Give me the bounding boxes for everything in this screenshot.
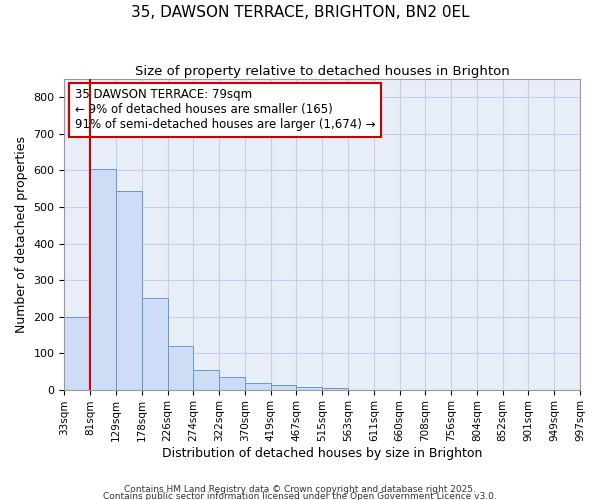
Y-axis label: Number of detached properties: Number of detached properties bbox=[15, 136, 28, 333]
X-axis label: Distribution of detached houses by size in Brighton: Distribution of detached houses by size … bbox=[162, 447, 482, 460]
Bar bbox=[90, 168, 116, 390]
Bar bbox=[245, 383, 271, 390]
Bar bbox=[64, 316, 90, 390]
Text: Contains HM Land Registry data © Crown copyright and database right 2025.: Contains HM Land Registry data © Crown c… bbox=[124, 486, 476, 494]
Text: 35, DAWSON TERRACE, BRIGHTON, BN2 0EL: 35, DAWSON TERRACE, BRIGHTON, BN2 0EL bbox=[131, 5, 469, 20]
Text: Contains public sector information licensed under the Open Government Licence v3: Contains public sector information licen… bbox=[103, 492, 497, 500]
Bar bbox=[116, 190, 142, 390]
Bar bbox=[167, 346, 193, 390]
Bar bbox=[193, 370, 219, 390]
Bar bbox=[296, 386, 322, 390]
Bar bbox=[271, 385, 296, 390]
Bar bbox=[219, 377, 245, 390]
Bar bbox=[142, 298, 167, 390]
Title: Size of property relative to detached houses in Brighton: Size of property relative to detached ho… bbox=[135, 65, 509, 78]
Bar bbox=[322, 388, 348, 390]
Text: 35 DAWSON TERRACE: 79sqm
← 9% of detached houses are smaller (165)
91% of semi-d: 35 DAWSON TERRACE: 79sqm ← 9% of detache… bbox=[75, 88, 375, 132]
